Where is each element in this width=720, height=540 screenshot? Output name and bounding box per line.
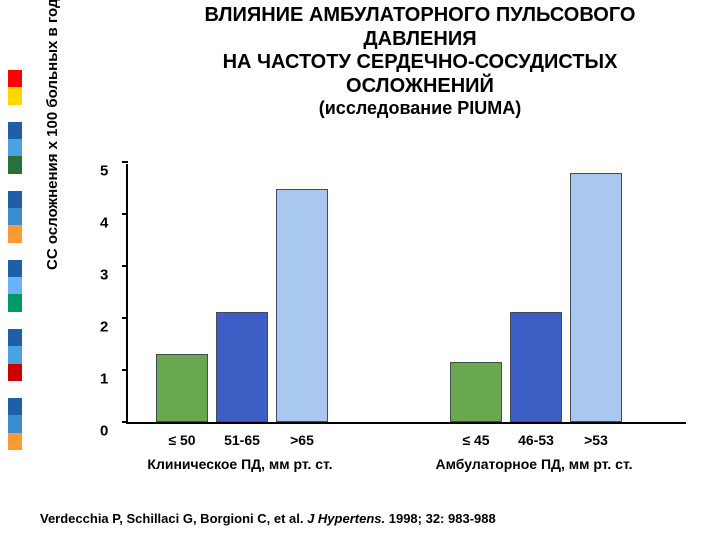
title-line: ВЛИЯНИЕ АМБУЛАТОРНОГО ПУЛЬСОВОГО [120,4,720,28]
citation-part: Verdecchia P, Schillaci G, Borgioni C, e… [40,511,307,526]
bar [570,173,622,422]
bar [510,312,562,422]
y-tick-label: 1 [100,371,108,388]
bar [216,312,268,422]
y-tick-label: 3 [100,267,108,284]
plot-area: 012345≤ 5051-65>65≤ 4546-53>53 [126,164,686,424]
title-line: ДАВЛЕНИЯ [120,28,720,52]
accent-stripe [8,70,22,450]
group-label-clinical: Клиническое ПД, мм рт. ст. [120,456,360,472]
citation: Verdecchia P, Schillaci G, Borgioni C, e… [40,511,700,526]
bar [450,362,502,422]
y-tick-label: 5 [100,163,108,180]
x-tick-label: >65 [267,432,337,448]
title-line: (исследование PIUMA) [120,98,720,119]
slide-title: ВЛИЯНИЕ АМБУЛАТОРНОГО ПУЛЬСОВОГОДАВЛЕНИЯ… [120,4,720,120]
y-tick-label: 0 [100,423,108,440]
bar-chart: 012345≤ 5051-65>65≤ 4546-53>53 Клиническ… [90,150,700,440]
y-tick-label: 2 [100,319,108,336]
bar [276,189,328,422]
y-tick-label: 4 [100,215,108,232]
title-line: НА ЧАСТОТУ СЕРДЕЧНО-СОСУДИСТЫХ [120,51,720,75]
y-axis-label: СС осложнения х 100 больных в год [44,0,61,270]
title-line: ОСЛОЖНЕНИЙ [120,75,720,99]
x-tick-label: >53 [561,432,631,448]
citation-part: J Hypertens. [307,511,385,526]
group-label-ambulatory: Амбулаторное ПД, мм рт. ст. [414,456,654,472]
bar [156,354,208,422]
citation-part: 1998; 32: 983-988 [385,511,496,526]
